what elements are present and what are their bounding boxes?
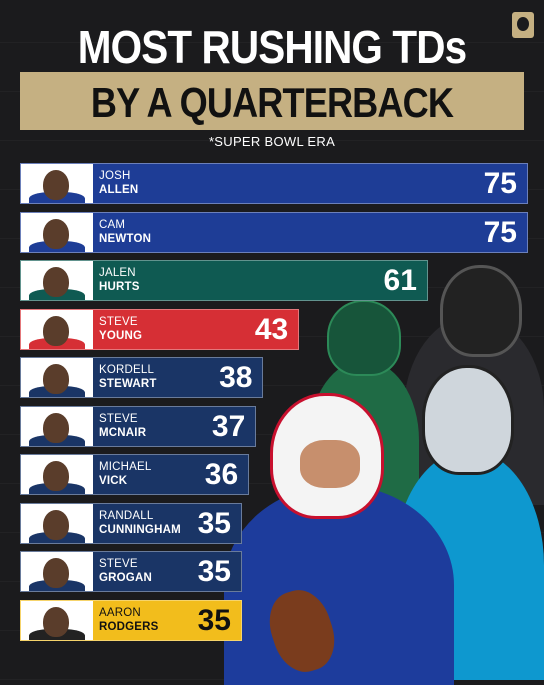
- bar-mcnair: STEVE MCNAIR 37: [20, 405, 257, 447]
- player-name-label: STEVE MCNAIR: [99, 412, 146, 440]
- player-face-icon: [43, 558, 69, 588]
- hall-of-fame-badge-icon: [21, 309, 93, 349]
- player-first-name: CAM: [99, 218, 126, 231]
- player-name-label: MICHAEL VICK: [99, 460, 152, 488]
- face-icon: [300, 440, 360, 488]
- player-face-icon: [43, 606, 69, 637]
- player-first-name: JOSH: [99, 170, 131, 182]
- player-first-name: STEVE: [99, 412, 138, 425]
- bar-stewart: KORDELL STEWART 38: [20, 357, 264, 398]
- bar-vick: MICHAEL VICK 36: [20, 454, 250, 495]
- player-name-label: STEVE YOUNG: [99, 315, 142, 343]
- value-label: 35: [197, 555, 231, 588]
- player-last-name: YOUNG: [99, 329, 143, 342]
- nfl-shield-icon: [21, 552, 93, 591]
- player-name-label: CAM NEWTON: [99, 218, 151, 246]
- bar-newton: CAM NEWTON 75: [20, 211, 528, 253]
- player-face-icon: [43, 267, 69, 297]
- player-first-name: RANDALL: [99, 509, 154, 522]
- nfl-shield-icon: [21, 358, 93, 397]
- player-first-name: KORDELL: [99, 364, 155, 376]
- player-first-name: JALEN: [99, 267, 136, 279]
- player-last-name: GROGAN: [99, 572, 152, 584]
- bills-logo-icon: [21, 164, 93, 203]
- player-name-label: AARON RODGERS: [99, 606, 159, 634]
- page-subtitle: *SUPER BOWL ERA: [208, 134, 336, 149]
- bar-allen: JOSH ALLEN 75: [20, 163, 528, 204]
- value-label: 35: [197, 603, 231, 637]
- player-name-label: KORDELL STEWART: [99, 363, 157, 391]
- bar-young: STEVE YOUNG 43: [20, 308, 300, 350]
- bar-hurts: JALEN HURTS 61: [20, 260, 428, 301]
- bar-cunningham: RANDALL CUNNINGHAM 35: [20, 502, 242, 544]
- nfl-shield-icon: [21, 455, 93, 494]
- bar-rodgers: AARON RODGERS 35: [20, 599, 242, 641]
- title-band: BY A QUARTERBACK: [20, 72, 524, 130]
- brand-logo-icon: [512, 12, 534, 38]
- steelers-logo-icon: [21, 600, 93, 640]
- player-last-name: HURTS: [99, 281, 140, 293]
- page-title: MOST RUSHING TDs: [77, 21, 467, 73]
- value-label: 75: [483, 167, 517, 200]
- player-name-label: STEVE GROGAN: [99, 557, 152, 585]
- player-last-name: NEWTON: [99, 232, 152, 245]
- player-face-icon: [43, 364, 69, 394]
- page-title-line2: BY A QUARTERBACK: [90, 79, 454, 126]
- value-label: 61: [383, 264, 417, 297]
- value-label: 35: [197, 506, 231, 540]
- nfl-shield-icon: [21, 406, 93, 446]
- player-face-icon: [43, 509, 69, 540]
- player-name-label: JALEN HURTS: [99, 266, 140, 294]
- player-face-icon: [43, 315, 69, 346]
- player-first-name: STEVE: [99, 558, 138, 570]
- helmet-icon: [422, 365, 514, 475]
- value-label: 43: [254, 312, 289, 346]
- player-collage-image: [224, 255, 544, 685]
- player-face-icon: [43, 218, 69, 249]
- player-last-name: MCNAIR: [99, 426, 147, 439]
- player-face-icon: [43, 461, 69, 491]
- player-face-icon: [43, 170, 69, 200]
- nfl-shield-icon: [21, 503, 93, 543]
- value-label: 37: [211, 409, 246, 443]
- player-last-name: RODGERS: [99, 620, 159, 633]
- player-last-name: STEWART: [99, 378, 157, 390]
- player-face-icon: [43, 412, 69, 443]
- value-label: 36: [204, 458, 239, 491]
- player-name-label: RANDALL CUNNINGHAM: [99, 509, 181, 537]
- value-label: 75: [483, 215, 517, 249]
- nfl-shield-icon: [21, 212, 93, 252]
- helmet-icon: [440, 265, 522, 357]
- player-first-name: AARON: [99, 606, 141, 619]
- player-first-name: STEVE: [99, 315, 138, 328]
- player-name-label: JOSH ALLEN: [99, 169, 138, 197]
- value-label: 38: [219, 361, 253, 394]
- eagles-logo-icon: [21, 261, 93, 300]
- player-last-name: VICK: [99, 475, 128, 487]
- player-last-name: CUNNINGHAM: [99, 523, 181, 536]
- player-first-name: MICHAEL: [99, 461, 152, 473]
- bar-grogan: STEVE GROGAN 35: [20, 551, 242, 592]
- player-last-name: ALLEN: [99, 184, 139, 196]
- helmet-icon: [327, 300, 401, 376]
